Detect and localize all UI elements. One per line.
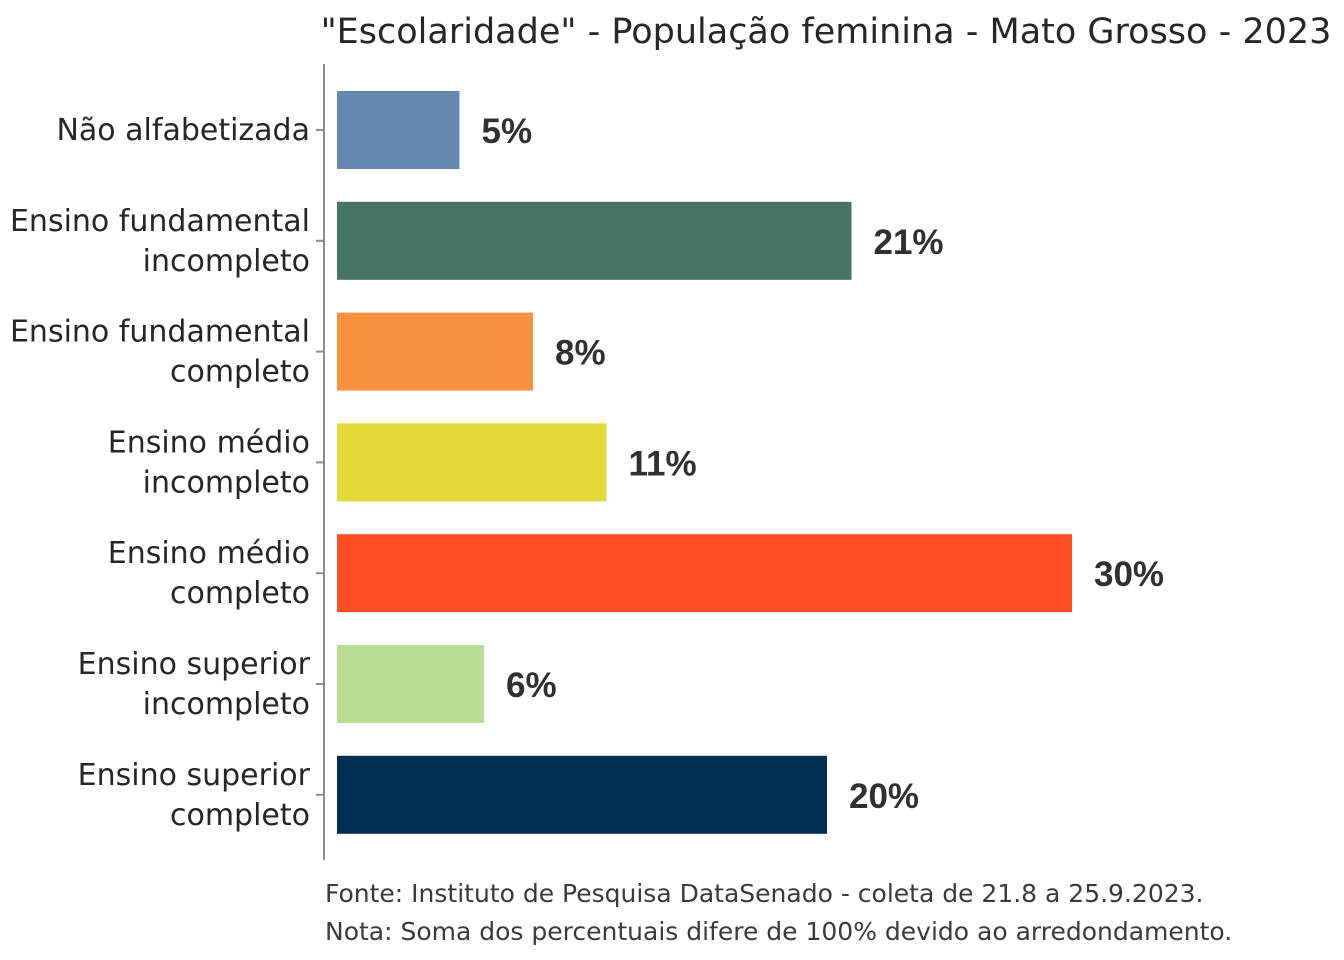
value-label-2: 21% — [874, 223, 944, 262]
bar-5 — [337, 534, 1072, 613]
category-label-2-line-1: Ensino fundamental — [10, 204, 310, 239]
bar-1 — [337, 91, 460, 169]
value-label-4: 11% — [629, 444, 697, 483]
category-label-6-line-2: incompleto — [143, 687, 310, 722]
value-label-6: 6% — [506, 666, 557, 705]
category-label-5-line-2: completo — [170, 576, 310, 611]
category-label-4-line-1: Ensino médio — [108, 425, 310, 460]
bar-3 — [337, 312, 533, 391]
category-label-4-line-2: incompleto — [143, 465, 310, 500]
bars-group: 5% Não alfabetizada 21% Ensino fundamental i… — [10, 91, 1164, 834]
value-label-7: 20% — [849, 777, 919, 816]
category-label-3-line-1: Ensino fundamental — [10, 315, 310, 350]
bar-7 — [337, 755, 827, 834]
chart-title: "Escolaridade" - População feminina - Ma… — [321, 12, 1332, 52]
category-label-5-line-1: Ensino médio — [108, 536, 310, 571]
bar-6 — [337, 645, 484, 723]
value-label-3: 8% — [555, 334, 606, 373]
value-label-5: 30% — [1094, 555, 1164, 594]
rounding-note: Nota: Soma dos percentuais difere de 100… — [325, 917, 1232, 946]
category-label-3-line-2: completo — [170, 355, 310, 390]
category-label-1: Não alfabetizada — [56, 113, 310, 148]
source-note: Fonte: Instituto de Pesquisa DataSenado … — [325, 879, 1203, 908]
bar-2 — [337, 201, 852, 280]
category-label-7-line-2: completo — [170, 798, 310, 833]
category-label-7-line-1: Ensino superior — [78, 758, 311, 793]
category-label-6-line-1: Ensino superior — [78, 647, 311, 682]
bar-4 — [337, 423, 607, 502]
category-label-2-line-2: incompleto — [143, 244, 310, 279]
value-label-1: 5% — [482, 112, 533, 151]
